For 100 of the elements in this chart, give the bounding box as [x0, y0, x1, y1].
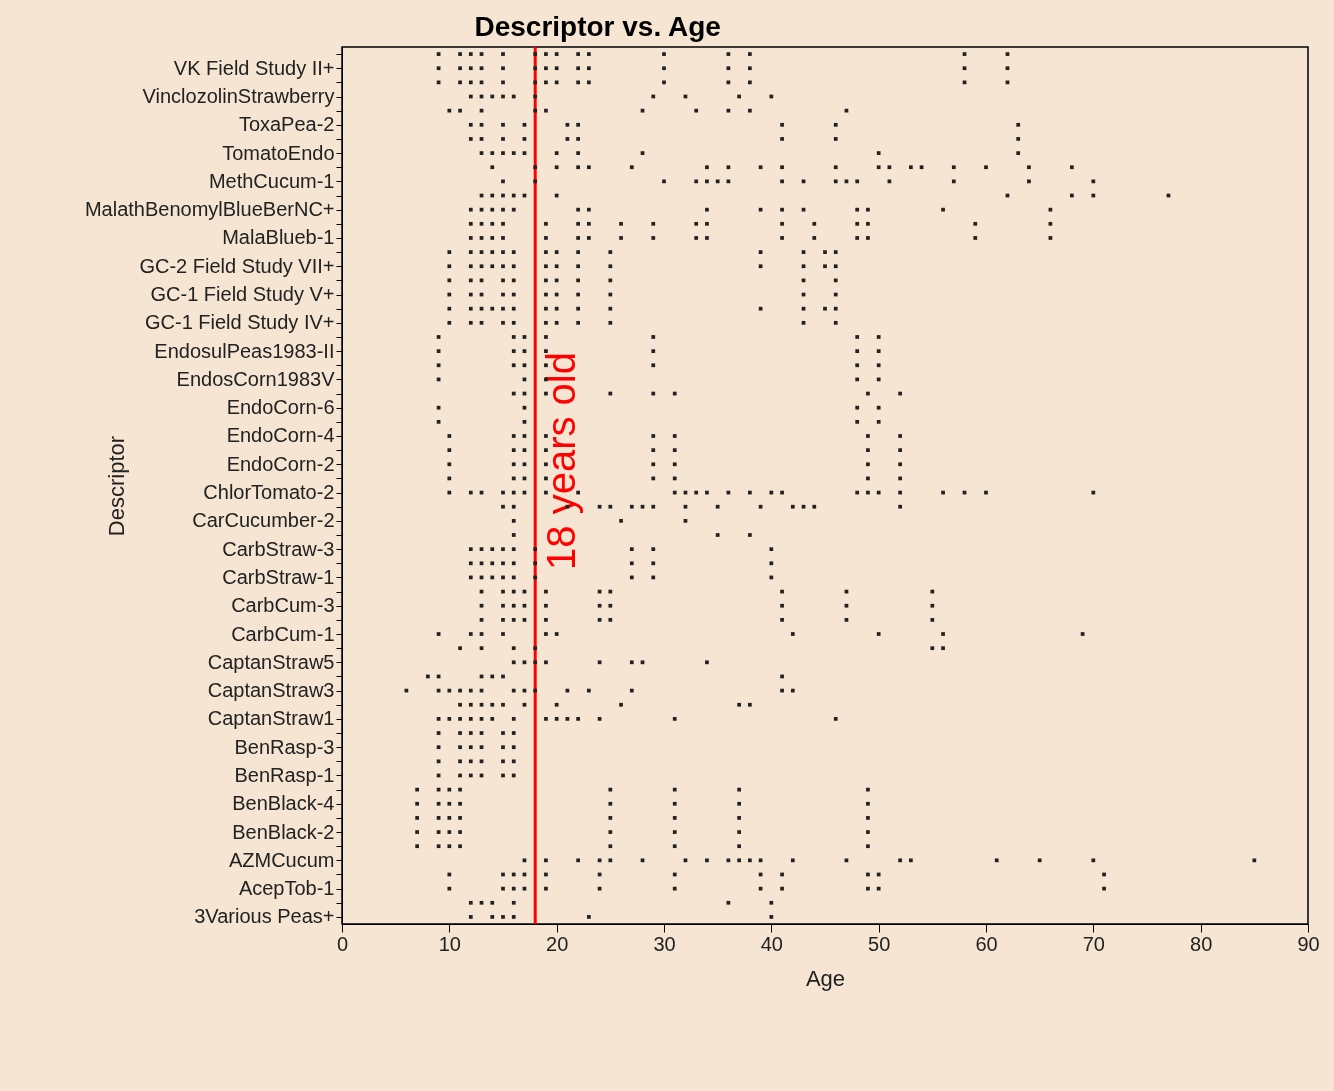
point	[780, 207, 784, 212]
point	[576, 66, 580, 71]
y-tick-label: ChlorTomato-2	[203, 481, 335, 504]
point	[629, 547, 634, 552]
point	[672, 816, 677, 820]
point	[576, 306, 580, 311]
point	[705, 165, 709, 170]
point	[812, 504, 817, 509]
y-tick-label: CaptanStraw5	[207, 650, 335, 673]
point	[1102, 886, 1106, 891]
point	[511, 320, 516, 325]
point	[576, 137, 580, 141]
point	[587, 207, 591, 212]
y-tick-label: CarCucumber-2	[192, 509, 335, 532]
x-tick-label: 60	[975, 932, 998, 955]
point	[876, 335, 881, 339]
point	[1016, 151, 1021, 155]
point	[533, 561, 538, 566]
x-tick-label: 90	[1297, 932, 1320, 955]
point	[833, 137, 838, 141]
point	[608, 844, 613, 849]
point	[458, 830, 462, 834]
point	[672, 886, 677, 891]
point	[651, 434, 656, 438]
point	[876, 419, 881, 424]
point	[1091, 858, 1096, 863]
point	[511, 900, 516, 905]
point	[780, 886, 784, 891]
y-tick-label: BenBlack-4	[232, 792, 335, 815]
point	[662, 52, 666, 56]
point	[544, 250, 548, 254]
point	[608, 250, 613, 254]
point	[544, 660, 548, 665]
point	[748, 80, 752, 85]
point	[544, 462, 548, 467]
point	[544, 66, 548, 71]
point	[544, 264, 548, 269]
point	[629, 660, 634, 665]
point	[909, 858, 913, 863]
point	[748, 702, 752, 707]
point	[587, 221, 591, 226]
point	[1037, 858, 1042, 863]
point	[544, 717, 548, 721]
point	[898, 858, 902, 863]
point	[748, 858, 752, 863]
point	[898, 434, 902, 438]
point	[737, 844, 741, 849]
point	[780, 122, 784, 127]
y-tick-label: GC-1 Field Study V+	[150, 283, 335, 306]
point	[587, 236, 591, 240]
point	[533, 108, 538, 113]
point	[608, 603, 613, 608]
point	[651, 547, 656, 552]
y-tick-label: BenRasp-1	[234, 763, 335, 786]
point	[511, 547, 516, 552]
point	[511, 759, 516, 764]
point	[694, 236, 699, 240]
point	[544, 434, 548, 438]
y-tick-label: BenBlack-2	[232, 820, 335, 843]
point	[780, 221, 784, 226]
point	[544, 632, 548, 636]
point	[458, 801, 462, 806]
point	[511, 264, 516, 269]
point	[823, 306, 827, 311]
point	[833, 250, 838, 254]
point	[855, 335, 860, 339]
point	[554, 306, 559, 311]
point	[608, 264, 613, 269]
point	[619, 236, 623, 240]
point	[930, 618, 935, 622]
point	[769, 900, 774, 905]
point	[544, 349, 548, 353]
point	[909, 165, 913, 170]
point	[941, 207, 945, 212]
y-tick-label: VinclozolinStrawberry	[142, 85, 335, 108]
point	[866, 816, 870, 820]
point	[651, 504, 656, 509]
point	[737, 801, 741, 806]
point	[866, 844, 870, 849]
point	[511, 717, 516, 721]
point	[941, 646, 945, 651]
point	[511, 207, 516, 212]
point	[490, 250, 495, 254]
point	[468, 717, 473, 721]
point	[608, 306, 613, 311]
point	[587, 165, 591, 170]
point	[501, 264, 505, 269]
point	[544, 52, 548, 56]
point	[501, 702, 505, 707]
point	[866, 207, 870, 212]
point	[651, 221, 656, 226]
point	[501, 236, 505, 240]
point	[490, 717, 495, 721]
y-tick-label: EndoCorn-2	[226, 452, 335, 475]
point	[705, 236, 709, 240]
point	[823, 250, 827, 254]
point	[629, 504, 634, 509]
y-tick-label: EndoCorn-4	[226, 424, 335, 447]
point	[533, 646, 538, 651]
y-tick-label: MalathBenomylBlueBerNC+	[84, 198, 335, 221]
